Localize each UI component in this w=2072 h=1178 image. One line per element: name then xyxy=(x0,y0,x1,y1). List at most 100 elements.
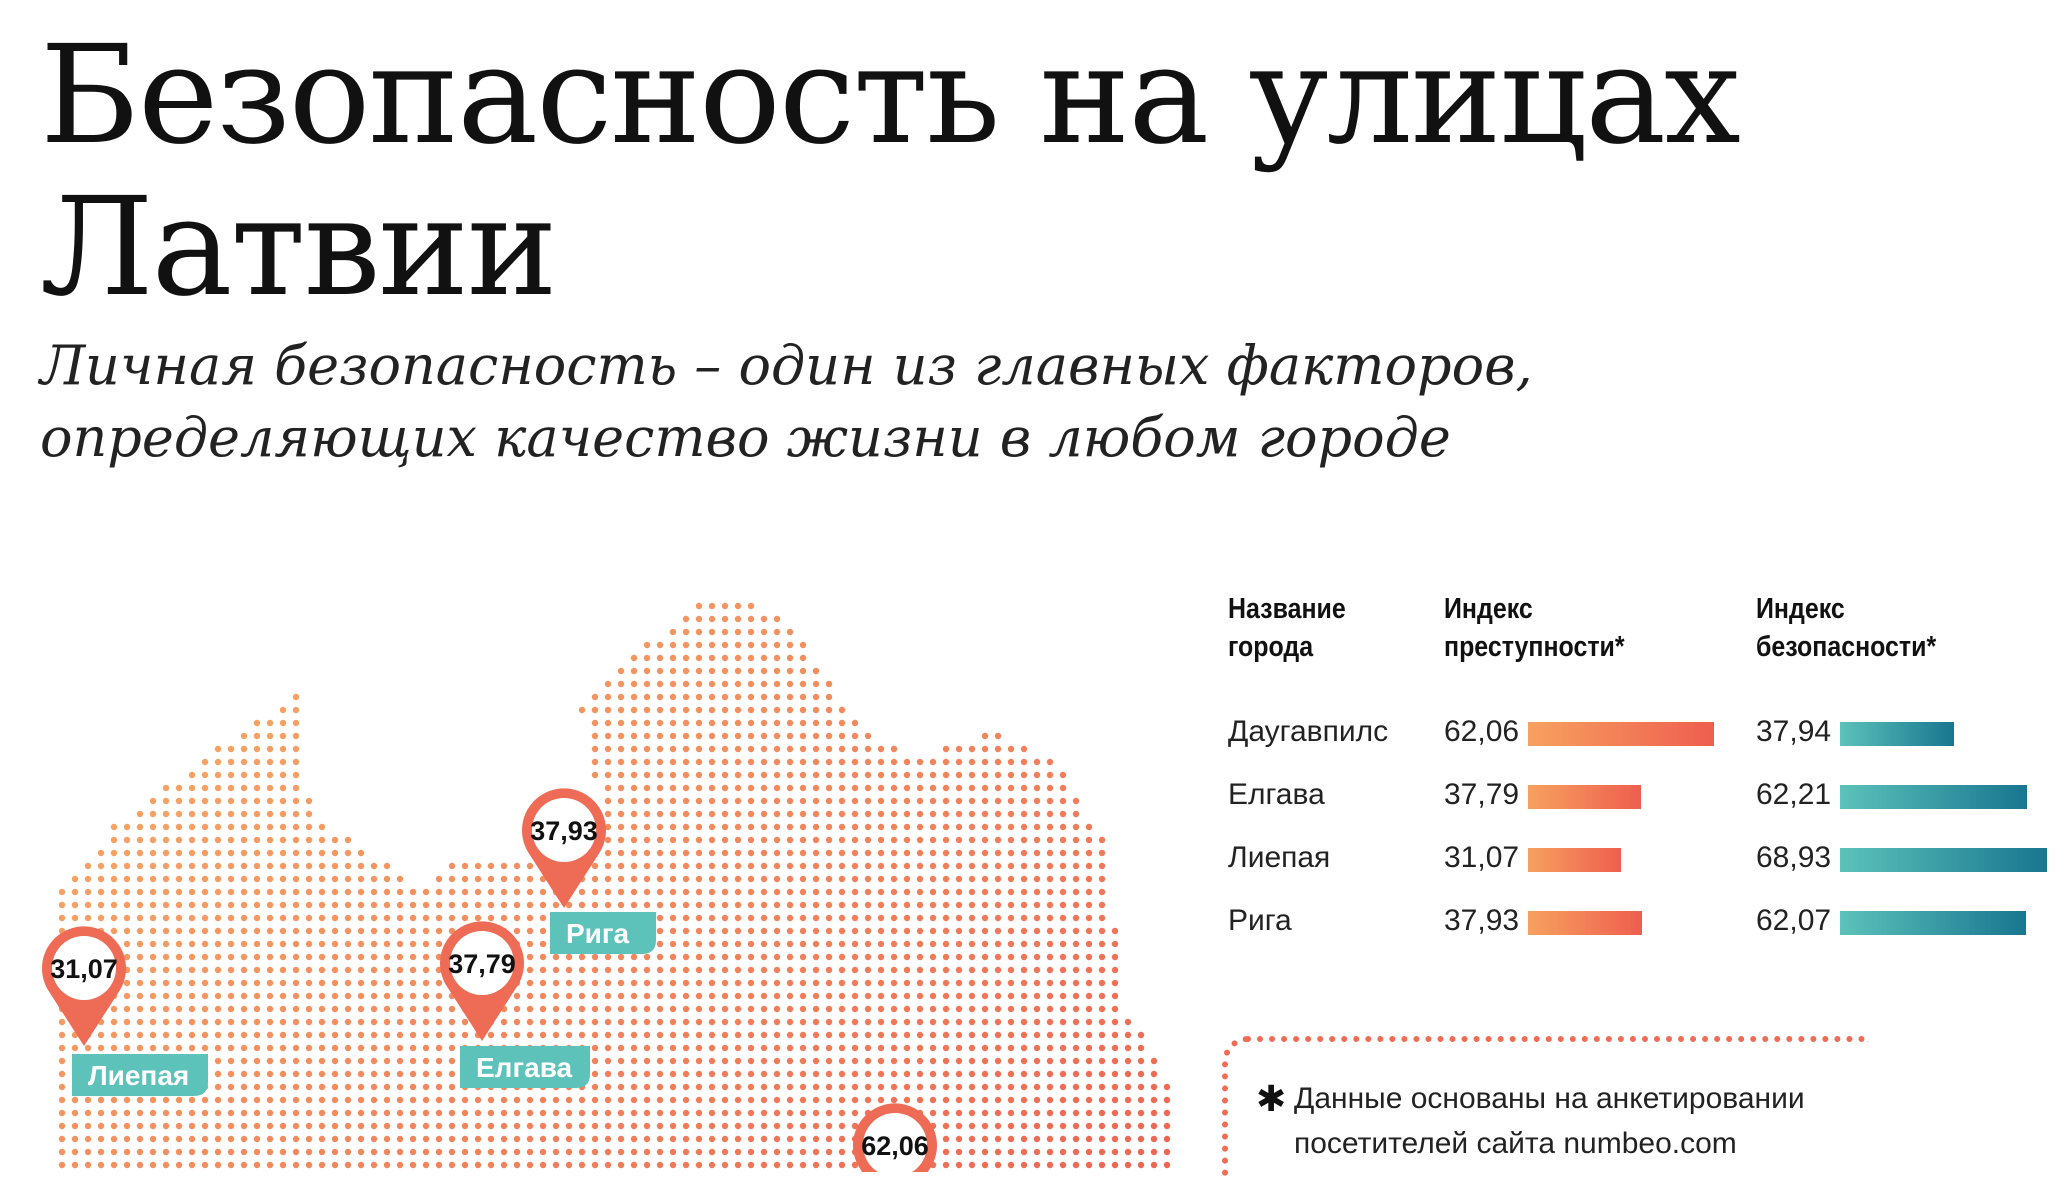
map-dot xyxy=(1085,849,1093,857)
map-dot xyxy=(1020,992,1028,1000)
map-dot xyxy=(825,706,833,714)
map-dot xyxy=(721,654,729,662)
map-dot xyxy=(136,901,144,909)
map-dot xyxy=(929,966,937,974)
map-dot xyxy=(916,862,924,870)
map-dot xyxy=(110,1122,118,1130)
map-dot xyxy=(643,901,651,909)
map-dot xyxy=(695,719,703,727)
map-dot xyxy=(890,953,898,961)
map-dot xyxy=(981,1109,989,1117)
map-dot xyxy=(58,1148,66,1156)
map-dot xyxy=(968,1096,976,1104)
map-dot xyxy=(773,628,781,636)
map-dot xyxy=(201,940,209,948)
map-dot xyxy=(201,966,209,974)
map-dot xyxy=(604,784,612,792)
map-dot xyxy=(747,654,755,662)
map-dot xyxy=(942,914,950,922)
city-label: Елгава xyxy=(476,1052,573,1083)
map-dot xyxy=(825,1135,833,1143)
map-dot xyxy=(1124,1018,1132,1026)
map-dot xyxy=(656,693,664,701)
map-dot xyxy=(942,992,950,1000)
map-dot xyxy=(201,758,209,766)
map-dot xyxy=(695,1057,703,1065)
map-dot xyxy=(383,901,391,909)
map-dot xyxy=(708,901,716,909)
map-dot xyxy=(617,1005,625,1013)
map-dot xyxy=(994,1161,1002,1169)
map-dot xyxy=(565,1031,573,1039)
map-dot xyxy=(162,810,170,818)
map-dot xyxy=(721,1109,729,1117)
map-dot xyxy=(721,836,729,844)
map-dot xyxy=(643,875,651,883)
map-dot xyxy=(864,940,872,948)
map-dot xyxy=(526,992,534,1000)
map-dot xyxy=(370,1031,378,1039)
map-dot xyxy=(604,719,612,727)
map-dots xyxy=(58,602,1171,1169)
map-dot xyxy=(1072,992,1080,1000)
map-dot xyxy=(955,1148,963,1156)
map-dot xyxy=(669,667,677,675)
map-dot xyxy=(929,888,937,896)
map-dot xyxy=(669,862,677,870)
map-dot xyxy=(383,992,391,1000)
city-label-bg xyxy=(72,1054,208,1096)
map-dot xyxy=(682,615,690,623)
map-dot xyxy=(695,1109,703,1117)
map-dot xyxy=(331,1109,339,1117)
map-dot xyxy=(1072,862,1080,870)
map-dot xyxy=(227,1070,235,1078)
map-dot xyxy=(994,797,1002,805)
map-dot xyxy=(656,810,664,818)
map-dot xyxy=(955,953,963,961)
map-dot xyxy=(123,1109,131,1117)
map-dot xyxy=(500,914,508,922)
map-dot xyxy=(656,992,664,1000)
map-dot xyxy=(760,875,768,883)
map-dot xyxy=(279,732,287,740)
header-city: Название города xyxy=(1228,593,1346,663)
map-dot xyxy=(773,641,781,649)
map-dot xyxy=(617,1044,625,1052)
map-dot xyxy=(1163,1083,1171,1091)
map-dot xyxy=(708,940,716,948)
map-dot xyxy=(812,1083,820,1091)
map-dot xyxy=(318,979,326,987)
map-dot xyxy=(1098,1044,1106,1052)
map-dot xyxy=(981,823,989,831)
map-dot xyxy=(799,927,807,935)
map-dot xyxy=(279,836,287,844)
map-dot xyxy=(266,940,274,948)
map-dot xyxy=(994,784,1002,792)
map-dot xyxy=(201,953,209,961)
map-dot xyxy=(864,1018,872,1026)
map-dot xyxy=(461,914,469,922)
map-dot xyxy=(799,992,807,1000)
map-dot xyxy=(591,901,599,909)
map-dot xyxy=(786,1122,794,1130)
map-dot xyxy=(97,1031,105,1039)
map-dot xyxy=(656,1031,664,1039)
map-dot xyxy=(786,654,794,662)
map-dot xyxy=(1059,1161,1067,1169)
map-dot xyxy=(331,1044,339,1052)
map-dot xyxy=(71,1096,79,1104)
map-dot xyxy=(669,953,677,961)
map-dot xyxy=(721,849,729,857)
map-dot xyxy=(1033,1135,1041,1143)
map-dot xyxy=(1046,875,1054,883)
map-dot xyxy=(851,732,859,740)
map-dot xyxy=(721,1083,729,1091)
map-dot xyxy=(695,1070,703,1078)
map-dot xyxy=(448,862,456,870)
map-dot xyxy=(409,979,417,987)
map-dot xyxy=(942,901,950,909)
map-dot xyxy=(838,823,846,831)
map-dot xyxy=(695,927,703,935)
map-dot xyxy=(799,1070,807,1078)
